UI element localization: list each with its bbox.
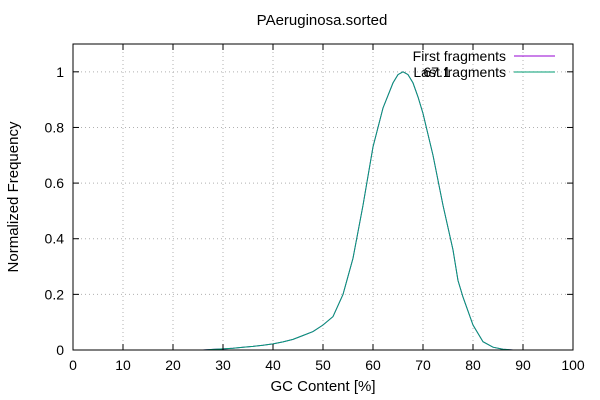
axis-ticks: 0 10 20 30 40 50 60 70 80 90 100 0 0.2 0.4 0.6 0.8 1 <box>45 44 585 373</box>
x-tick-label: 60 <box>365 357 381 373</box>
x-tick-label: 100 <box>561 357 585 373</box>
x-tick-label: 80 <box>465 357 481 373</box>
mean-annotation: 67.1 <box>423 64 450 80</box>
x-tick-label: 10 <box>115 357 131 373</box>
x-tick-label: 0 <box>69 357 77 373</box>
x-tick-label: 70 <box>415 357 431 373</box>
x-tick-label: 90 <box>515 357 531 373</box>
x-tick-label: 40 <box>265 357 281 373</box>
y-axis-label: Normalized Frequency <box>5 121 22 272</box>
x-tick-label: 30 <box>215 357 231 373</box>
legend-label-2: Last fragments <box>413 64 506 80</box>
y-tick-label: 0.8 <box>45 119 65 135</box>
legend-label-1: First fragments <box>413 48 506 64</box>
x-tick-label: 20 <box>165 357 181 373</box>
y-tick-label: 0.6 <box>45 175 65 191</box>
x-axis-label: GC Content [%] <box>270 378 375 395</box>
y-tick-label: 0.2 <box>45 286 65 302</box>
grid <box>73 44 573 350</box>
y-tick-label: 0 <box>56 342 64 358</box>
y-tick-label: 0.4 <box>45 231 65 247</box>
series-line-2 <box>202 71 514 351</box>
chart-title: PAeruginosa.sorted <box>257 12 388 29</box>
x-tick-label: 50 <box>315 357 331 373</box>
y-tick-label: 1 <box>56 64 64 80</box>
series-lines <box>202 71 514 351</box>
